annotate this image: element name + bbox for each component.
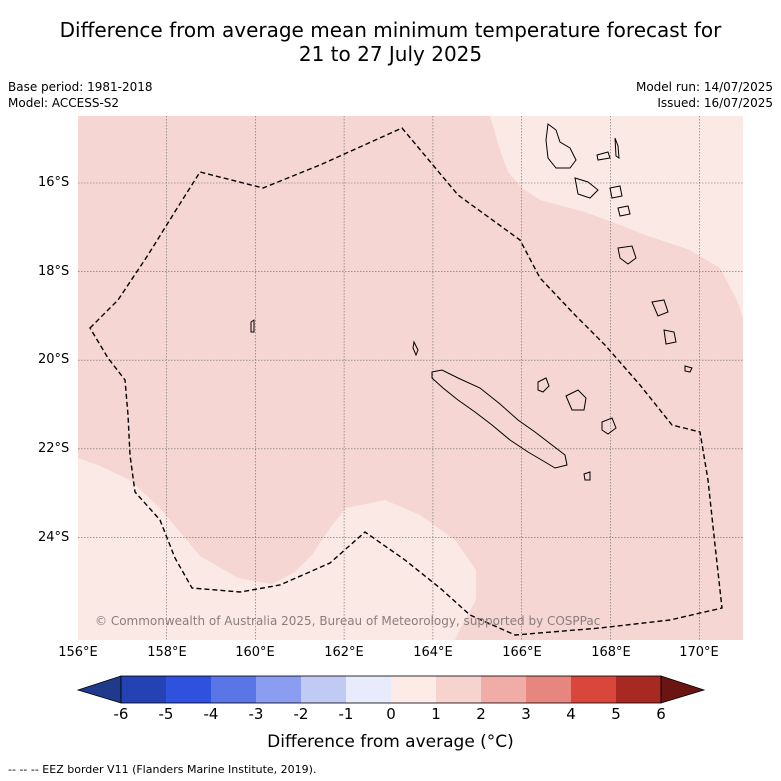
colorbar-bin-8 xyxy=(436,676,481,703)
colorbar-bin-11 xyxy=(571,676,616,703)
colorbar-bin-6 xyxy=(346,676,391,703)
colorbar-under-arrow xyxy=(76,675,122,704)
colorbar-label: 2 xyxy=(476,705,486,723)
lon-tick-164e: 164°E xyxy=(413,645,453,660)
colorbar-bin-3 xyxy=(211,676,256,703)
colorbar-label: 0 xyxy=(386,705,396,723)
new-caledonia-grande-terre xyxy=(431,369,568,469)
lat-tick-20s: 20°S xyxy=(38,352,70,367)
ouvea-island xyxy=(537,377,550,393)
anomaly-region-0-1-northeast xyxy=(490,116,743,318)
eez-legend-note: -- -- -- EEZ border V11 (Flanders Marine… xyxy=(8,763,317,776)
aneityum-island xyxy=(663,329,677,345)
colorbar-label: -1 xyxy=(338,705,354,723)
model-run: Model run: 14/07/2025 xyxy=(635,80,773,94)
colorbar-bin-5 xyxy=(301,676,346,703)
colorbar-label: 6 xyxy=(656,705,666,723)
futuna-island xyxy=(684,365,693,373)
colorbar-outline xyxy=(120,675,662,704)
colorbar-label: -3 xyxy=(248,705,264,723)
colorbar-bin-7 xyxy=(391,676,436,703)
lon-tick-162e: 162°E xyxy=(324,645,364,660)
colorbar-bin-12 xyxy=(616,676,661,703)
colorbar-bin-10 xyxy=(526,676,571,703)
colorbar-bin-1 xyxy=(121,676,166,703)
colorbar-label: -6 xyxy=(113,705,129,723)
erromango-island xyxy=(617,245,637,265)
colorbar-label: -2 xyxy=(293,705,309,723)
graticule xyxy=(78,116,743,640)
efate-island xyxy=(617,205,631,217)
lat-tick-16s: 16°S xyxy=(38,175,70,190)
colorbar-bin-4 xyxy=(256,676,301,703)
title-line-1: Difference from average mean minimum tem… xyxy=(59,18,722,42)
meta-left: Base period: 1981-2018 Model: ACCESS-S2 xyxy=(8,79,153,111)
lat-tick-18s: 18°S xyxy=(38,264,70,279)
colorbar-over-arrow xyxy=(660,675,706,704)
tanna-island xyxy=(651,299,669,317)
lat-tick-22s: 22°S xyxy=(38,441,70,456)
colorbar-title: Difference from average (°C) xyxy=(267,732,514,752)
colorbar-label: 4 xyxy=(566,705,576,723)
isle-of-pines xyxy=(583,471,591,481)
lon-tick-170e: 170°E xyxy=(679,645,719,660)
model-name: Model: ACCESS-S2 xyxy=(8,96,120,110)
colorbar-bin-9 xyxy=(481,676,526,703)
malekula-island xyxy=(574,177,599,199)
title-line-2: 21 to 27 July 2025 xyxy=(298,42,483,66)
lat-tick-24s: 24°S xyxy=(38,530,70,545)
mare-island xyxy=(601,417,617,435)
issued-date: Issued: 16/07/2025 xyxy=(657,96,773,110)
colorbar-label: -5 xyxy=(158,705,174,723)
lon-tick-166e: 166°E xyxy=(502,645,542,660)
epi-island xyxy=(609,185,623,199)
colorbar-label: -4 xyxy=(203,705,219,723)
lon-tick-168e: 168°E xyxy=(591,645,631,660)
colorbar xyxy=(76,675,706,704)
belep-islands xyxy=(412,340,419,357)
copyright-watermark: © Commonwealth of Australia 2025, Bureau… xyxy=(95,614,601,628)
pentecost-island xyxy=(614,137,620,159)
colorbar-label: 3 xyxy=(521,705,531,723)
anomaly-region-0-1-southwest xyxy=(78,458,476,640)
espiritu-santo-island xyxy=(545,123,577,169)
map-title: Difference from average mean minimum tem… xyxy=(0,18,781,66)
lon-tick-158e: 158°E xyxy=(147,645,187,660)
colorbar-bin-2 xyxy=(166,676,211,703)
lon-tick-156e: 156°E xyxy=(58,645,98,660)
lon-tick-160e: 160°E xyxy=(235,645,275,660)
colorbar-label: 5 xyxy=(611,705,621,723)
chesterfield-reef xyxy=(250,319,255,333)
lifou-island xyxy=(565,389,587,411)
base-period: Base period: 1981-2018 xyxy=(8,80,153,94)
colorbar-label: 1 xyxy=(431,705,441,723)
meta-right: Model run: 14/07/2025 Issued: 16/07/2025 xyxy=(636,79,773,111)
ambae-island xyxy=(596,151,611,161)
